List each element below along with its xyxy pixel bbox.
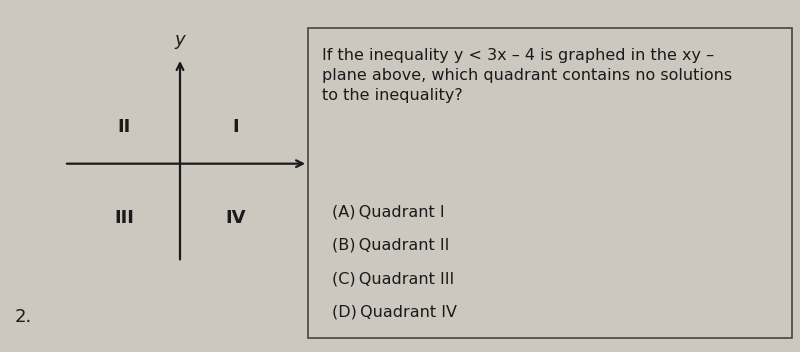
Text: III: III <box>114 209 134 227</box>
Text: (C) Quadrant III: (C) Quadrant III <box>332 271 454 286</box>
Text: II: II <box>118 118 130 136</box>
FancyBboxPatch shape <box>308 28 792 338</box>
Text: 2.: 2. <box>14 308 32 326</box>
Text: (D) Quadrant IV: (D) Quadrant IV <box>332 304 457 320</box>
Text: y: y <box>174 31 186 49</box>
Text: I: I <box>233 118 239 136</box>
Text: IV: IV <box>226 209 246 227</box>
Text: x: x <box>316 155 327 173</box>
Text: (A) Quadrant I: (A) Quadrant I <box>332 204 445 219</box>
Text: (B) Quadrant II: (B) Quadrant II <box>332 238 450 253</box>
Text: If the inequality y < 3x – 4 is graphed in the xy –
plane above, which quadrant : If the inequality y < 3x – 4 is graphed … <box>322 48 733 103</box>
